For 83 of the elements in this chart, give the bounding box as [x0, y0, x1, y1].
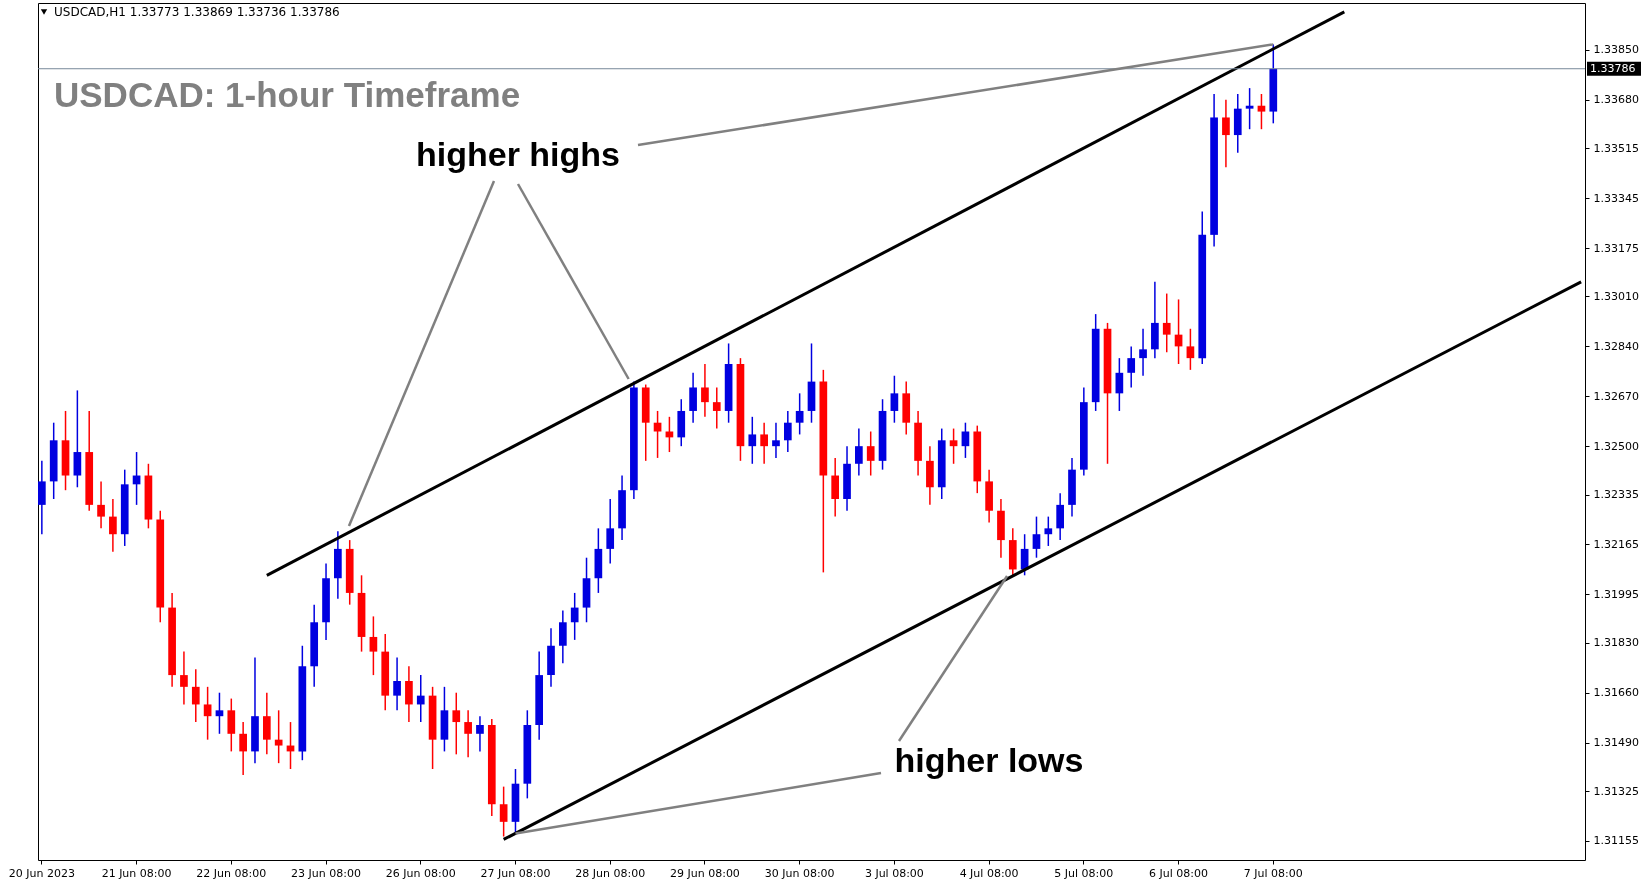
x-tick-label: 27 Jun 08:00 [480, 866, 551, 880]
x-tick-label: 3 Jul 08:00 [864, 866, 924, 880]
y-tick-label: 1.31490 [1593, 736, 1639, 750]
candlestick [855, 427, 863, 477]
candlestick [1162, 292, 1171, 354]
candlestick [262, 691, 271, 756]
candlestick [499, 785, 508, 838]
candlestick [559, 609, 567, 665]
candlestick [1245, 87, 1254, 130]
candlestick [38, 460, 46, 535]
candlestick [890, 374, 899, 424]
y-tick-label: 1.32670 [1593, 389, 1639, 403]
candlestick [795, 392, 804, 436]
candlestick [606, 498, 615, 565]
y-tick-label: 1.31995 [1593, 587, 1639, 601]
annotation: higher lows [894, 741, 1084, 779]
x-tick-label: 7 Jul 08:00 [1243, 866, 1303, 880]
candlestick [416, 674, 425, 723]
candlestick [653, 410, 662, 459]
candlestick [701, 363, 709, 418]
candlestick [689, 372, 697, 424]
annotation: higher highs [416, 135, 620, 173]
y-tick-label: 1.32500 [1593, 439, 1639, 453]
candlestick [1032, 515, 1041, 559]
y-tick-label: 1.33680 [1593, 93, 1639, 107]
candlestick [227, 697, 236, 753]
candlestick [274, 709, 283, 764]
candlestick [73, 389, 82, 489]
x-tick-label: 5 Jul 08:00 [1054, 866, 1114, 880]
candlestick [772, 421, 780, 459]
candlestick [464, 709, 472, 759]
y-tick-label: 1.31830 [1593, 636, 1639, 650]
ref-line-label: 1.33786 [1590, 61, 1636, 75]
chart-subtitle: USDCAD,H1 1.33773 1.33869 1.33736 1.33786 [54, 5, 340, 19]
candlestick [1222, 99, 1230, 169]
candlestick [831, 457, 840, 518]
candlestick [1257, 93, 1266, 130]
x-tick-label: 23 Jun 08:00 [291, 866, 361, 880]
y-tick-label: 1.33010 [1593, 289, 1639, 303]
y-tick-label: 1.32165 [1593, 537, 1639, 551]
candlestick [109, 498, 117, 553]
x-tick-label: 21 Jun 08:00 [101, 866, 172, 880]
candlestick [712, 386, 721, 430]
candlestick [203, 686, 212, 741]
candlestick [760, 421, 768, 465]
candlestick [570, 592, 579, 641]
x-tick-label: 26 Jun 08:00 [385, 866, 456, 880]
y-tick-label: 1.33850 [1593, 43, 1639, 57]
candlestick [1127, 345, 1136, 389]
x-tick-label: 29 Jun 08:00 [669, 866, 740, 880]
candlestick [1056, 492, 1064, 541]
candlestick [1186, 328, 1195, 371]
candlestick [452, 691, 461, 756]
candlestick [369, 615, 378, 676]
candlestick [783, 410, 792, 453]
candlestick [97, 480, 105, 530]
y-tick-label: 1.31660 [1593, 686, 1639, 700]
candlestick [215, 691, 224, 735]
candlestick [180, 650, 188, 706]
x-tick-label: 30 Jun 08:00 [764, 866, 835, 880]
candlestick [748, 416, 757, 465]
x-tick-label: 22 Jun 08:00 [196, 866, 267, 880]
candlestick [191, 668, 200, 723]
candlestick [476, 715, 484, 753]
y-tick-label: 1.32335 [1593, 488, 1639, 502]
y-tick-label: 1.31155 [1593, 834, 1639, 848]
y-tick-label: 1.33515 [1593, 141, 1639, 155]
x-tick-label: 6 Jul 08:00 [1149, 866, 1209, 880]
y-tick-label: 1.33345 [1593, 191, 1639, 205]
candlestick [239, 721, 247, 776]
candlestick [1139, 328, 1147, 377]
y-tick-label: 1.31325 [1593, 784, 1639, 798]
x-tick-label: 4 Jul 08:00 [959, 866, 1019, 880]
candlestick [1044, 515, 1053, 547]
candlestick [405, 665, 413, 723]
candlestick [949, 427, 958, 465]
x-tick-label: 20 Jun 2023 [8, 866, 75, 880]
y-tick-label: 1.33175 [1593, 241, 1639, 255]
x-tick-label: 28 Jun 08:00 [575, 866, 646, 880]
candlestick [393, 656, 401, 712]
y-tick-label: 1.32840 [1593, 339, 1639, 353]
text: USDCAD: 1-hour Timeframe [54, 75, 521, 114]
candlestick [866, 430, 875, 477]
